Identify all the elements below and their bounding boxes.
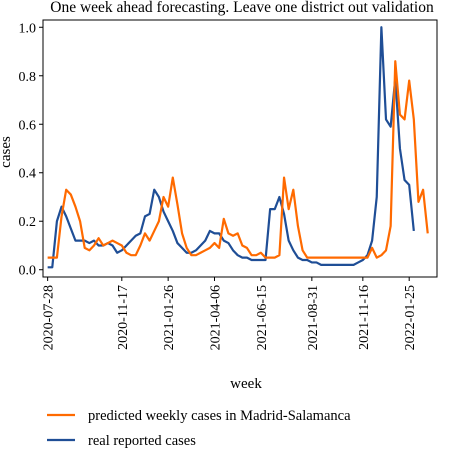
plot-frame — [42, 19, 438, 278]
series-line-real — [47, 26, 415, 269]
x-axis: 2020-07-28 2020-11-17 2021-01-26 2021-04-06… — [42, 277, 418, 350]
y-axis-label: cases — [0, 136, 14, 168]
series-line-predicted — [47, 60, 429, 259]
x-tick-label: 2021-04-06 — [209, 285, 224, 350]
x-tick-label: 2021-11-16 — [357, 285, 372, 350]
chart-title: One week ahead forecasting. Leave one di… — [50, 0, 434, 16]
x-tick-label: 2020-07-28 — [42, 285, 57, 350]
y-tick-label: 0.2 — [19, 215, 37, 230]
plot-area — [42, 19, 438, 278]
y-axis: 0.0 0.2 0.4 0.6 0.8 1.0 — [19, 21, 43, 279]
x-tick-label: 2021-01-26 — [162, 285, 177, 350]
y-tick-label: 0.8 — [19, 70, 37, 85]
x-tick-label: 2021-06-15 — [255, 285, 270, 350]
x-tick-label: 2022-01-25 — [403, 285, 418, 350]
x-axis-label: week — [230, 376, 262, 392]
legend-label: real reported cases — [88, 433, 196, 449]
x-tick-label: 2020-11-17 — [116, 285, 131, 350]
legend-label: predicted weekly cases in Madrid-Salaman… — [88, 408, 351, 424]
y-tick-label: 0.4 — [19, 167, 37, 182]
y-tick-label: 0.6 — [19, 118, 37, 133]
legend: predicted weekly cases in Madrid-Salaman… — [47, 408, 351, 449]
y-tick-label: 0.0 — [19, 264, 37, 279]
x-tick-label: 2021-08-31 — [306, 285, 321, 350]
y-tick-label: 1.0 — [19, 21, 37, 36]
